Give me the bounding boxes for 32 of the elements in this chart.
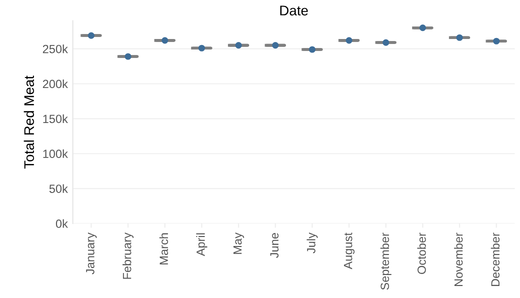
point bbox=[198, 44, 206, 52]
point bbox=[235, 42, 242, 49]
x-tick-label: July bbox=[306, 232, 318, 254]
y-tick-label: 100k bbox=[43, 149, 68, 158]
x-tick-label: January bbox=[86, 232, 97, 274]
y-tick-label: 250k bbox=[42, 44, 68, 54]
x-tick-label: March bbox=[159, 233, 168, 264]
point bbox=[308, 46, 316, 53]
point bbox=[272, 42, 279, 49]
point bbox=[493, 38, 500, 44]
x-tick-label: December bbox=[490, 232, 500, 286]
x-tick-label: October bbox=[417, 232, 426, 274]
y-tick-label: 200k bbox=[42, 79, 68, 88]
y-tick-label: 50k bbox=[49, 184, 68, 193]
x-tick-label: August bbox=[344, 232, 355, 270]
x-axis-title: Date bbox=[280, 6, 308, 16]
point bbox=[88, 32, 95, 39]
point bbox=[346, 37, 352, 44]
x-tick-label: February bbox=[122, 232, 134, 279]
x-tick-label: May bbox=[233, 232, 244, 254]
x-tick-label: April bbox=[196, 233, 208, 256]
point bbox=[419, 24, 426, 32]
x-tick-label: September bbox=[380, 232, 392, 290]
point bbox=[382, 39, 390, 46]
y-tick-label: 150k bbox=[43, 114, 68, 124]
x-tick-label: June bbox=[270, 233, 279, 258]
y-axis-title: Total Red Meat bbox=[24, 76, 34, 169]
y-tick-label: 0k bbox=[56, 219, 68, 228]
point bbox=[162, 37, 168, 44]
point bbox=[456, 34, 463, 41]
point bbox=[124, 53, 132, 60]
x-tick-label: November bbox=[454, 232, 463, 286]
